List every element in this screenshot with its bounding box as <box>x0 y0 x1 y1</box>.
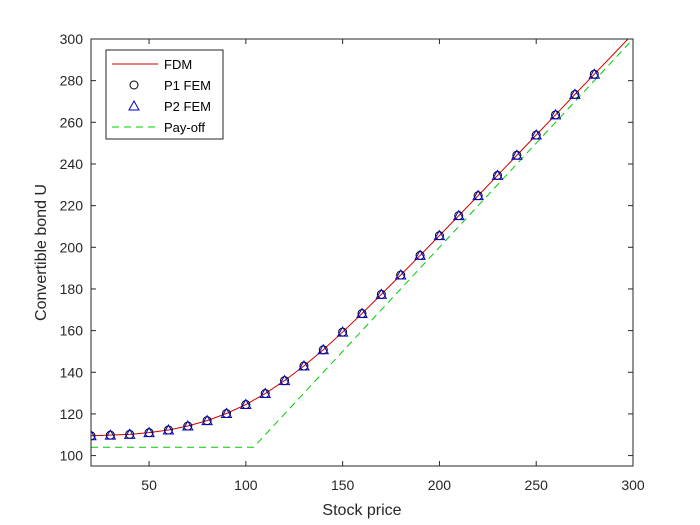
ticks-layer: 50 100 150 200 250 300 100 120 140 160 180 200 220 24… <box>60 31 645 493</box>
p2-fem-point <box>511 149 523 160</box>
legend-swatch-p2 <box>128 99 140 111</box>
p2-fem-point <box>491 169 504 180</box>
p2-fem-point <box>375 288 388 299</box>
p2-fem-point <box>259 387 272 399</box>
x-tick-label: 250 <box>525 477 549 493</box>
p2-fem-point <box>123 428 136 439</box>
x-tick-label: 150 <box>331 477 355 493</box>
p2-fem-point <box>143 426 155 438</box>
p2-fem-point <box>91 429 97 441</box>
legend-box <box>105 49 224 140</box>
p2-fem-point <box>104 429 117 440</box>
p2-fem-point <box>433 229 446 241</box>
y-tick-label: 140 <box>60 364 84 380</box>
y-tick-label: 200 <box>60 239 84 255</box>
p2-fem-point <box>472 189 484 201</box>
y-tick-label: 220 <box>60 198 84 214</box>
x-tick-label: 50 <box>141 477 157 493</box>
x-tick-label: 100 <box>234 477 258 493</box>
x-axis-label: Stock price <box>322 502 401 519</box>
y-tick-label: 120 <box>60 406 84 422</box>
y-tick-label: 240 <box>60 156 84 172</box>
legend-label: P1 FEM <box>164 78 211 93</box>
y-tick-label: 100 <box>60 448 84 464</box>
p2-fem-point <box>220 407 233 419</box>
series-fdm-line <box>91 39 629 437</box>
series-layer <box>91 39 633 448</box>
p1-fem-point <box>91 431 96 441</box>
legend-label: Pay-off <box>164 120 205 135</box>
p2-fem-point <box>549 108 562 120</box>
series-payoff-line <box>91 39 633 448</box>
y-tick-label: 280 <box>60 73 84 89</box>
p2-fem-point <box>181 419 194 431</box>
p2-fem-point <box>356 307 368 319</box>
y-axis-label: Convertible bond U <box>33 184 50 321</box>
p2-fem-point <box>569 88 581 99</box>
x-tick-label: 300 <box>621 477 645 493</box>
plot-frame <box>90 38 634 467</box>
y-tick-label: 260 <box>60 114 84 130</box>
legend-label: P2 FEM <box>164 99 211 114</box>
p2-fem-point <box>201 414 213 426</box>
p2-fem-point <box>240 398 252 410</box>
p2-fem-point <box>414 249 426 260</box>
y-tick-label: 300 <box>60 31 84 47</box>
x-tick-label: 200 <box>428 477 452 493</box>
y-tick-label: 180 <box>60 281 84 297</box>
p2-fem-point <box>278 374 291 386</box>
legend: FDM P1 FEM P2 FEM Pay-off <box>105 49 224 140</box>
p2-fem-point <box>336 326 349 337</box>
legend-swatch-p1 <box>129 80 139 90</box>
p2-fem-point <box>298 359 310 371</box>
p2-fem-point <box>317 343 330 355</box>
y-tick-label: 160 <box>60 323 84 339</box>
p2-fem-point <box>452 209 465 221</box>
p2-fem-point <box>588 68 601 79</box>
p2-fem-point <box>394 268 407 280</box>
p2-fem-point <box>530 128 543 140</box>
p2-fem-point <box>162 423 175 435</box>
legend-label: FDM <box>164 57 192 72</box>
